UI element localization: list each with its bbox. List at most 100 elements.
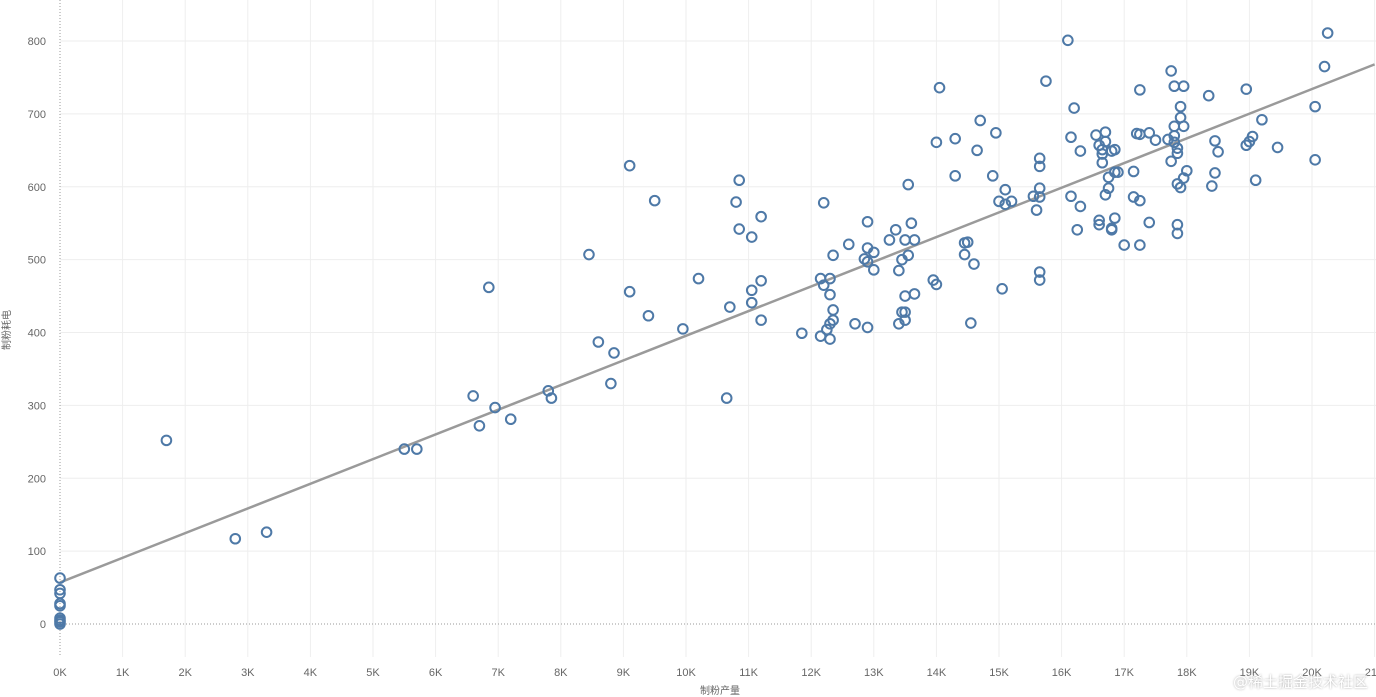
data-point xyxy=(1134,239,1146,251)
data-point xyxy=(160,434,173,447)
data-point xyxy=(1065,190,1077,203)
data-point xyxy=(1102,171,1115,184)
data-point xyxy=(1202,89,1215,102)
data-point xyxy=(733,223,746,235)
data-point xyxy=(999,198,1012,211)
data-point xyxy=(883,234,896,246)
x-tick-label: 2K xyxy=(178,667,192,679)
y-tick-label: 400 xyxy=(28,328,46,340)
data-point xyxy=(817,197,830,209)
x-tick-label: 18K xyxy=(1177,667,1197,679)
data-point xyxy=(933,81,946,94)
x-tick-label: 11K xyxy=(739,667,758,679)
data-point xyxy=(1209,167,1221,179)
data-point xyxy=(1212,146,1224,158)
data-point xyxy=(733,174,746,187)
data-point xyxy=(842,238,855,251)
data-point xyxy=(861,215,874,228)
y-axis-title: 制粉耗电 xyxy=(0,310,13,350)
y-axis-ticks: 0 100 200 300 400 500 600 700 800 xyxy=(28,36,46,631)
data-point xyxy=(730,196,742,208)
data-point xyxy=(545,392,558,404)
data-point xyxy=(54,612,66,624)
data-point xyxy=(1171,227,1184,240)
data-point xyxy=(623,159,636,172)
x-tick-label: 6K xyxy=(429,667,443,679)
data-points xyxy=(54,27,1334,630)
data-point xyxy=(1068,102,1080,114)
data-point xyxy=(1105,222,1118,235)
data-point xyxy=(1168,80,1181,93)
data-point xyxy=(986,170,999,182)
data-point xyxy=(817,279,830,291)
x-tick-label: 5K xyxy=(366,667,380,679)
data-point xyxy=(1321,27,1334,39)
data-point xyxy=(1168,120,1181,133)
data-point xyxy=(623,285,636,298)
data-point xyxy=(858,253,871,265)
data-point xyxy=(889,223,902,236)
data-point xyxy=(1027,190,1040,203)
x-tick-label: 20K xyxy=(1302,667,1322,679)
data-point xyxy=(899,290,911,302)
data-point xyxy=(1174,100,1187,113)
data-point xyxy=(1030,204,1043,216)
data-point xyxy=(1005,195,1018,208)
data-point xyxy=(827,249,839,262)
data-point xyxy=(745,284,758,297)
data-point xyxy=(1112,166,1124,179)
data-point xyxy=(608,347,620,359)
data-point xyxy=(54,587,66,600)
data-point xyxy=(861,321,874,334)
data-point xyxy=(868,264,880,276)
data-point xyxy=(899,306,911,318)
x-tick-label: 10K xyxy=(676,667,696,679)
data-point xyxy=(489,401,501,414)
data-point xyxy=(1134,194,1146,207)
data-point xyxy=(1177,172,1190,184)
axes xyxy=(59,0,1376,657)
data-point xyxy=(745,296,758,309)
data-point xyxy=(1240,83,1253,95)
data-point xyxy=(692,272,705,285)
data-point xyxy=(1318,60,1331,73)
data-point xyxy=(398,443,411,455)
data-point xyxy=(411,443,423,455)
data-point xyxy=(1062,34,1074,47)
y-tick-label: 0 xyxy=(40,619,46,631)
data-point xyxy=(1134,84,1146,96)
data-point xyxy=(467,390,479,402)
data-point xyxy=(1040,75,1052,87)
data-point xyxy=(861,256,874,268)
x-tick-label: 9K xyxy=(617,667,631,679)
data-point xyxy=(1033,152,1046,165)
data-point xyxy=(824,333,836,345)
watermark: @稀土掘金技术社区 xyxy=(1232,673,1368,691)
data-point xyxy=(1109,212,1121,224)
data-point xyxy=(893,264,905,277)
data-point xyxy=(1181,164,1193,177)
data-point xyxy=(902,249,915,262)
data-point xyxy=(908,234,921,246)
data-point xyxy=(720,392,733,404)
data-point xyxy=(1033,191,1046,203)
data-point xyxy=(1033,160,1046,173)
y-tick-label: 800 xyxy=(28,36,46,48)
trend-line-group xyxy=(59,63,1376,584)
data-point xyxy=(1246,130,1259,143)
data-point xyxy=(824,288,836,301)
data-point xyxy=(1099,188,1112,201)
y-tick-label: 100 xyxy=(28,546,46,558)
x-tick-label: 8K xyxy=(554,667,568,679)
x-tick-label: 21K xyxy=(1365,667,1376,679)
x-tick-label: 19K xyxy=(1240,667,1260,679)
data-point xyxy=(260,526,273,538)
data-point xyxy=(755,274,767,287)
data-point xyxy=(974,114,987,127)
data-point xyxy=(827,304,839,316)
data-point xyxy=(745,231,758,243)
data-point xyxy=(1165,65,1177,77)
data-point xyxy=(592,336,605,348)
data-point xyxy=(902,178,915,191)
